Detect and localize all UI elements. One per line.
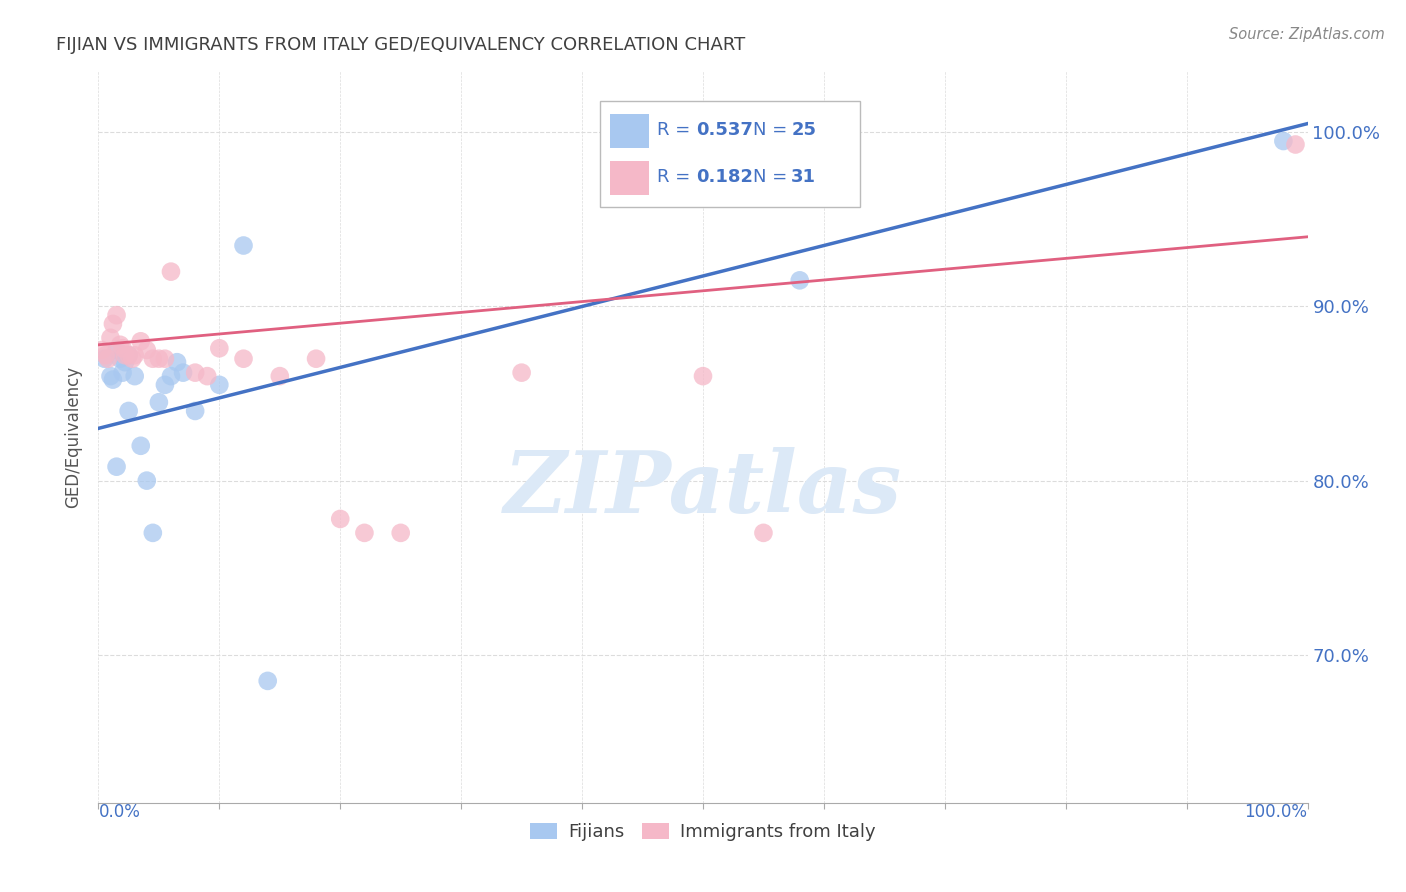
Point [752, 525, 775, 540]
FancyBboxPatch shape [600, 101, 860, 207]
Legend: Fijians, Immigrants from Italy: Fijians, Immigrants from Italy [523, 816, 883, 848]
Point [94, 348, 117, 362]
Point [148, 395, 170, 409]
Point [305, 351, 328, 366]
Point [118, 404, 141, 418]
Point [148, 351, 170, 366]
FancyBboxPatch shape [610, 161, 648, 194]
Point [129, 439, 152, 453]
Point [135, 343, 157, 357]
Text: ZIPatlas: ZIPatlas [503, 447, 903, 530]
Point [789, 273, 811, 287]
Text: 31: 31 [792, 168, 817, 186]
Point [100, 369, 122, 384]
Point [184, 366, 207, 380]
Point [105, 308, 128, 322]
Text: 0.537: 0.537 [696, 121, 752, 139]
Point [208, 341, 231, 355]
Point [1284, 137, 1306, 152]
Text: R =: R = [657, 168, 696, 186]
Point [114, 348, 136, 362]
Text: Source: ZipAtlas.com: Source: ZipAtlas.com [1229, 27, 1385, 42]
Point [195, 369, 218, 384]
Point [100, 331, 122, 345]
Point [172, 366, 194, 380]
Text: 100.0%: 100.0% [1244, 803, 1308, 821]
Point [353, 525, 375, 540]
FancyBboxPatch shape [610, 114, 648, 148]
Point [389, 525, 412, 540]
Text: FIJIAN VS IMMIGRANTS FROM ITALY GED/EQUIVALENCY CORRELATION CHART: FIJIAN VS IMMIGRANTS FROM ITALY GED/EQUI… [56, 36, 745, 54]
Point [208, 377, 231, 392]
Point [160, 369, 183, 384]
Point [184, 404, 207, 418]
Point [124, 369, 146, 384]
Point [105, 459, 128, 474]
Text: 0.182: 0.182 [696, 168, 752, 186]
Point [269, 369, 291, 384]
Point [124, 348, 146, 362]
Point [108, 338, 131, 352]
Point [256, 673, 278, 688]
Point [142, 525, 165, 540]
Text: 0.0%: 0.0% [98, 803, 141, 821]
Point [329, 512, 352, 526]
Point [97, 351, 120, 366]
Point [510, 366, 533, 380]
Point [101, 317, 124, 331]
Point [118, 348, 141, 362]
Point [232, 351, 254, 366]
Point [105, 343, 128, 357]
Point [121, 351, 143, 366]
Text: N =: N = [752, 168, 793, 186]
Point [91, 343, 114, 357]
Point [111, 366, 134, 380]
Point [232, 238, 254, 252]
Point [153, 377, 176, 392]
Text: 25: 25 [792, 121, 817, 139]
Point [135, 474, 157, 488]
Point [160, 265, 183, 279]
Text: R =: R = [657, 121, 696, 139]
Point [142, 351, 165, 366]
Point [108, 351, 131, 366]
Text: N =: N = [752, 121, 793, 139]
Point [93, 351, 115, 366]
Point [114, 355, 136, 369]
Point [692, 369, 714, 384]
Point [111, 341, 134, 355]
Point [1272, 134, 1295, 148]
Point [101, 373, 124, 387]
Point [166, 355, 188, 369]
Point [153, 351, 176, 366]
Y-axis label: GED/Equivalency: GED/Equivalency [65, 366, 83, 508]
Point [129, 334, 152, 349]
Point [118, 348, 141, 362]
